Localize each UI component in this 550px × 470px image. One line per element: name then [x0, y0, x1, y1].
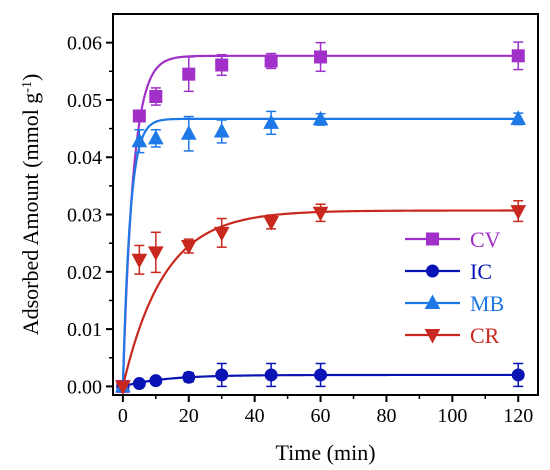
- y-axis-title: Adsorbed Amount (mmol g-1): [18, 74, 43, 336]
- x-tick-label: 60: [311, 405, 331, 427]
- data-point-mb: [180, 125, 197, 140]
- legend-entry-cv: CV: [405, 227, 501, 252]
- data-point-ic: [264, 368, 278, 382]
- data-point-mb: [147, 129, 164, 145]
- y-tick-label: 0.00: [67, 376, 102, 398]
- data-point-mb: [263, 114, 279, 129]
- data-point-cv: [511, 49, 525, 63]
- legend-entry-mb: MB: [405, 291, 504, 316]
- legend-label-cv: CV: [470, 227, 501, 252]
- x-tick-label: 40: [245, 405, 265, 427]
- legend-label-cr: CR: [470, 323, 500, 348]
- data-point-ic: [149, 374, 163, 388]
- legend-label-mb: MB: [470, 291, 504, 316]
- data-point-ic: [511, 368, 525, 382]
- data-point-mb: [510, 110, 527, 125]
- data-point-cv: [314, 50, 328, 64]
- y-tick-label: 0.01: [67, 319, 102, 341]
- data-point-cv: [264, 54, 278, 68]
- legend-marker-ic: [426, 264, 439, 278]
- data-point-mb: [131, 132, 148, 148]
- data-point-cr: [131, 253, 148, 269]
- y-tick-label: 0.02: [67, 262, 102, 284]
- y-tick-labels: 0.00 0.01 0.02 0.03 0.04 0.05 0.06: [67, 33, 102, 399]
- data-point-cr: [147, 246, 164, 261]
- legend-marker-mb: [424, 294, 441, 309]
- data-point-cr: [213, 226, 230, 242]
- y-tick-label: 0.03: [67, 205, 102, 227]
- x-tick-label: 120: [503, 405, 533, 427]
- legend-entry-ic: IC: [405, 259, 492, 284]
- data-point-ic: [182, 370, 196, 384]
- legend-entry-cr: CR: [405, 323, 500, 348]
- x-tick-labels: 0 20 40 60 80 100 120: [118, 405, 533, 427]
- data-point-cv: [132, 109, 146, 123]
- legend-marker-cv: [426, 232, 439, 246]
- y-tick-label: 0.04: [67, 147, 102, 169]
- data-point-ic: [314, 368, 328, 382]
- data-point-cr: [263, 215, 279, 231]
- error-bars: [134, 41, 524, 388]
- y-tick-label: 0.05: [67, 90, 102, 112]
- plot-frame: [112, 13, 539, 396]
- x-tick-label: 100: [437, 405, 467, 427]
- x-tick-label: 20: [179, 405, 199, 427]
- legend-label-ic: IC: [470, 259, 492, 284]
- data-point-ic: [132, 377, 146, 391]
- data-point-ic: [215, 368, 229, 382]
- x-axis-title: Time (min): [275, 440, 375, 465]
- y-tick-label: 0.06: [67, 33, 102, 55]
- data-point-cv: [182, 67, 196, 81]
- axis-ticks: [106, 41, 520, 402]
- legend-marker-cr: [424, 329, 441, 344]
- legend: CV IC MB CR: [405, 227, 504, 348]
- y-axis-title-superscript: -1: [20, 81, 35, 93]
- x-tick-label: 80: [376, 405, 396, 427]
- data-point-mb: [312, 110, 329, 126]
- data-point-cr: [510, 205, 527, 220]
- y-axis-title-close: ): [18, 74, 43, 81]
- data-point-cr: [312, 206, 329, 222]
- data-point-cr: [180, 240, 197, 255]
- data-point-cv: [149, 90, 163, 104]
- data-markers: [115, 49, 527, 395]
- y-axis-title-main: Adsorbed Amount (mmol g: [18, 93, 43, 336]
- fit-curve-cr: [121, 209, 519, 387]
- data-point-cr: [115, 380, 131, 395]
- data-point-mb: [213, 122, 230, 138]
- x-tick-label: 0: [118, 405, 128, 427]
- data-point-cv: [215, 58, 229, 72]
